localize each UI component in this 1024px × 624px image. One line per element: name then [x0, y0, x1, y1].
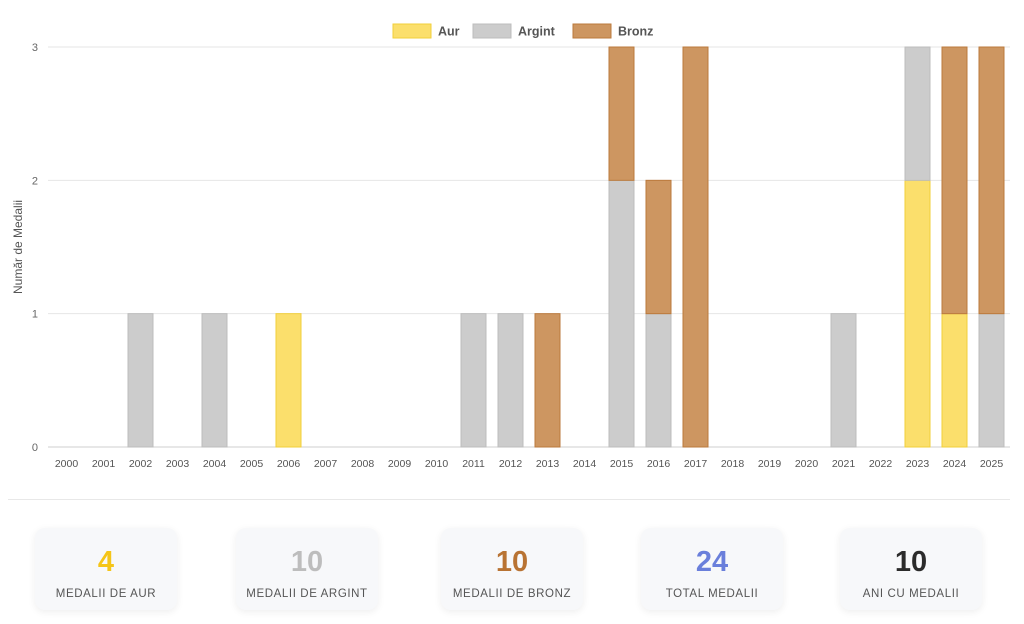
- bar-argint-2021: [830, 313, 857, 448]
- x-tick-label-2005: 2005: [240, 458, 264, 470]
- bar-bronz-2024: [941, 46, 968, 315]
- bar-bronz-2013: [534, 313, 561, 448]
- bar-aur-2023: [904, 179, 931, 448]
- bar-argint-2002: [127, 313, 154, 448]
- x-tick-label-2021: 2021: [832, 458, 856, 470]
- x-tick-label-2003: 2003: [166, 458, 190, 470]
- x-tick-label-2007: 2007: [314, 458, 338, 470]
- bar-bronz-2025: [978, 46, 1005, 315]
- bar-aur-2024: [941, 313, 968, 448]
- medals-bar-chart: 0 1 2 3 Număr de Medalii 2000 2001 2002 2003 2004…: [11, 23, 1010, 470]
- bar-bronz-2017: [682, 46, 709, 448]
- stat-label-years: ANI CU MEDALII: [862, 588, 960, 600]
- bar-argint-2023: [904, 46, 931, 181]
- x-tick-label-2019: 2019: [758, 458, 782, 470]
- bar-bronz-2015: [608, 46, 635, 181]
- x-tick-label-2004: 2004: [203, 458, 227, 470]
- x-tick-label-2024: 2024: [943, 458, 967, 470]
- bar-argint-2012: [497, 313, 524, 448]
- bar-argint-2015: [608, 179, 635, 448]
- y-tick-label-3: 3: [32, 42, 38, 54]
- legend-swatch-bronz: [572, 23, 612, 39]
- stat-value-total: 24: [695, 546, 729, 578]
- bar-argint-2011: [460, 313, 487, 448]
- x-tick-label-2025: 2025: [980, 458, 1004, 470]
- legend-swatch-argint: [472, 23, 512, 39]
- stat-card-gold: 4 MEDALII DE AUR: [35, 528, 177, 610]
- legend-label-argint: Argint: [518, 25, 556, 39]
- y-axis-label: Număr de Medalii: [11, 200, 25, 294]
- legend-label-bronz: Bronz: [618, 25, 653, 39]
- x-tick-label-2020: 2020: [795, 458, 819, 470]
- medals-chart: 0 1 2 3 Număr de Medalii 2000 2001 2002 2003 2004…: [11, 23, 1010, 470]
- x-tick-label-2006: 2006: [277, 458, 301, 470]
- x-tick-label-2000: 2000: [55, 458, 79, 470]
- stats-row: 4 MEDALII DE AUR 10 MEDALII DE ARGINT 10…: [0, 528, 1024, 612]
- bar-argint-2025: [978, 313, 1005, 448]
- stat-value-gold: 4: [97, 546, 115, 578]
- legend-swatch-aur: [392, 23, 432, 39]
- x-tick-label-2023: 2023: [906, 458, 930, 470]
- x-tick-label-2002: 2002: [129, 458, 153, 470]
- x-tick-label-2009: 2009: [388, 458, 412, 470]
- stat-card-total: 24 TOTAL MEDALII: [641, 528, 783, 610]
- stat-card-silver: 10 MEDALII DE ARGINT: [236, 528, 378, 610]
- x-tick-label-2014: 2014: [573, 458, 597, 470]
- stat-value-silver: 10: [290, 546, 324, 578]
- stat-label-gold: MEDALII DE AUR: [55, 588, 157, 600]
- bar-bronz-2016: [645, 179, 672, 315]
- x-tick-label-2022: 2022: [869, 458, 893, 470]
- stat-value-bronze: 10: [495, 546, 529, 578]
- y-tick-label-0: 0: [32, 442, 38, 454]
- x-tick-label-2017: 2017: [684, 458, 708, 470]
- x-tick-label-2015: 2015: [610, 458, 634, 470]
- x-tick-label-2013: 2013: [536, 458, 560, 470]
- x-tick-label-2012: 2012: [499, 458, 523, 470]
- stat-value-years: 10: [894, 546, 928, 578]
- stat-card-bronze: 10 MEDALII DE BRONZ: [441, 528, 583, 610]
- stat-label-silver: MEDALII DE ARGINT: [246, 588, 368, 600]
- x-tick-label-2001: 2001: [92, 458, 116, 470]
- legend-label-aur: Aur: [438, 25, 460, 39]
- section-divider: [8, 499, 1010, 500]
- stat-label-total: TOTAL MEDALII: [665, 588, 759, 600]
- y-tick-label-1: 1: [32, 309, 38, 321]
- y-tick-label-2: 2: [32, 175, 38, 187]
- stat-card-years: 10 ANI CU MEDALII: [840, 528, 982, 610]
- x-tick-label-2010: 2010: [425, 458, 449, 470]
- bar-argint-2004: [201, 313, 228, 448]
- x-tick-label-2011: 2011: [462, 458, 485, 470]
- stat-label-bronze: MEDALII DE BRONZ: [452, 588, 572, 600]
- x-tick-label-2018: 2018: [721, 458, 745, 470]
- bar-argint-2016: [645, 313, 672, 448]
- x-tick-label-2008: 2008: [351, 458, 375, 470]
- bar-aur-2006: [275, 313, 302, 448]
- x-tick-label-2016: 2016: [647, 458, 671, 470]
